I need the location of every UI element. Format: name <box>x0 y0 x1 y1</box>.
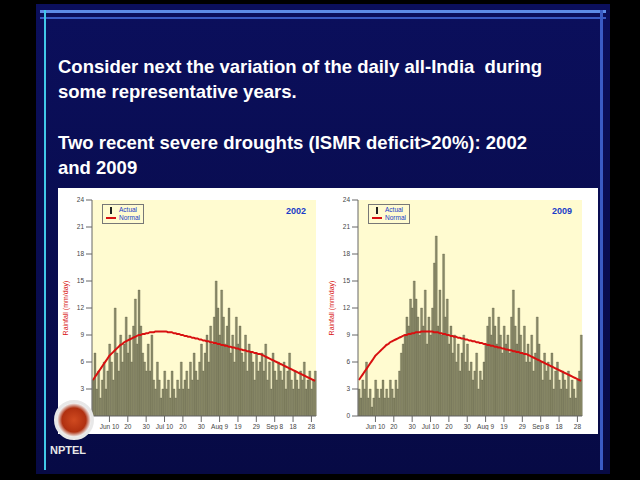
html-text:Two recent severe droughts (IS: Two recent severe droughts (ISMR deficit… <box>58 132 527 153</box>
html-text:2002: 2002 <box>286 206 306 216</box>
svg-text:Rainfall (mm/day): Rainfall (mm/day) <box>62 281 70 336</box>
svg-text:20: 20 <box>445 423 453 430</box>
svg-text:6: 6 <box>346 358 350 365</box>
html-text:Actual: Actual <box>119 206 138 213</box>
html-text:Consider next the variation of: Consider next the variation of the daily… <box>58 56 543 77</box>
svg-text:19: 19 <box>234 423 242 430</box>
html-text:NPTEL: NPTEL <box>50 444 87 456</box>
html-text:2009: 2009 <box>552 206 572 216</box>
svg-text:18: 18 <box>77 250 85 257</box>
svg-text:18: 18 <box>289 423 297 430</box>
svg-text:12: 12 <box>77 304 85 311</box>
svg-text:28: 28 <box>308 423 316 430</box>
svg-text:Jun 10: Jun 10 <box>100 423 120 430</box>
svg-text:18: 18 <box>555 423 563 430</box>
svg-text:Jul 10: Jul 10 <box>422 423 440 430</box>
svg-text:19: 19 <box>500 423 508 430</box>
svg-text:Jul 10: Jul 10 <box>156 423 174 430</box>
svg-text:9: 9 <box>346 331 350 338</box>
svg-text:30: 30 <box>409 423 417 430</box>
svg-text:15: 15 <box>77 277 85 284</box>
svg-text:29: 29 <box>519 423 527 430</box>
svg-text:Rainfall (mm/day): Rainfall (mm/day) <box>328 281 336 336</box>
svg-text:Aug 9: Aug 9 <box>211 423 228 430</box>
svg-text:20: 20 <box>390 423 398 430</box>
svg-text:15: 15 <box>343 277 351 284</box>
svg-text:Sep 8: Sep 8 <box>532 423 549 430</box>
html-text:and 2009: and 2009 <box>58 157 138 178</box>
svg-text:21: 21 <box>77 223 85 230</box>
svg-text:6: 6 <box>80 358 84 365</box>
svg-text:24: 24 <box>77 196 85 203</box>
svg-text:29: 29 <box>253 423 261 430</box>
svg-text:3: 3 <box>346 385 350 392</box>
svg-text:24: 24 <box>343 196 351 203</box>
svg-text:20: 20 <box>179 423 187 430</box>
svg-text:Sep 8: Sep 8 <box>266 423 283 430</box>
svg-text:30: 30 <box>143 423 151 430</box>
svg-text:28: 28 <box>574 423 582 430</box>
svg-text:0: 0 <box>346 412 350 419</box>
html-text:Normal: Normal <box>385 214 406 221</box>
svg-text:20: 20 <box>124 423 132 430</box>
svg-text:9: 9 <box>80 331 84 338</box>
svg-text:3: 3 <box>80 385 84 392</box>
svg-text:30: 30 <box>464 423 472 430</box>
svg-text:18: 18 <box>343 250 351 257</box>
svg-text:21: 21 <box>343 223 351 230</box>
svg-text:12: 12 <box>343 304 351 311</box>
html-text:Actual: Actual <box>385 206 404 213</box>
html-text:Normal: Normal <box>119 214 140 221</box>
svg-text:Jun 10: Jun 10 <box>366 423 386 430</box>
svg-text:Aug 9: Aug 9 <box>477 423 494 430</box>
svg-text:30: 30 <box>198 423 206 430</box>
html-text:some representative years.: some representative years. <box>58 81 297 102</box>
